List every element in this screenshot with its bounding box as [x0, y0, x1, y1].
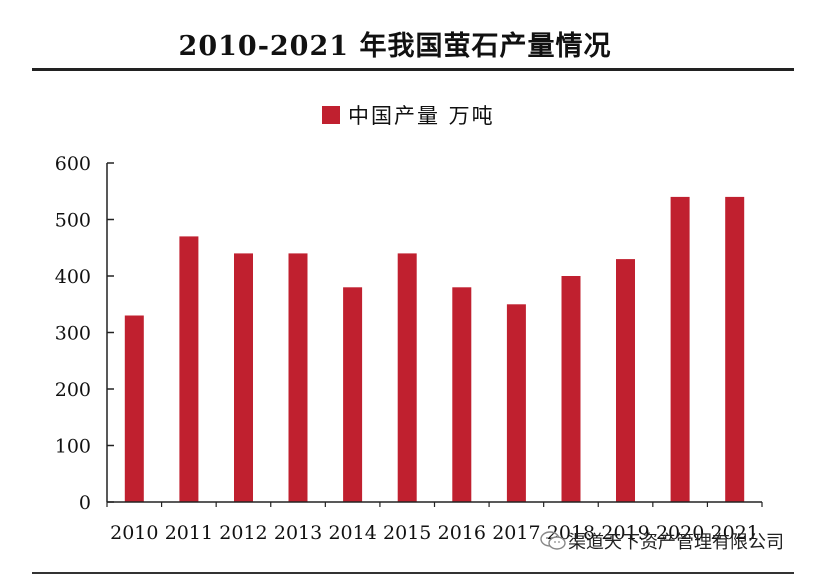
x-tick-label-2011: 2011 [165, 522, 213, 544]
x-tick-label-2015: 2015 [383, 522, 431, 544]
x-tick-label-2017: 2017 [492, 522, 540, 544]
bar-2018 [561, 276, 581, 502]
bars-group [124, 196, 745, 503]
bar-2010 [124, 315, 144, 502]
x-tick-label-2012: 2012 [219, 522, 267, 544]
legend-label: 中国产量 万吨 [348, 104, 495, 128]
bar-2014 [343, 287, 363, 502]
bar-2020 [670, 196, 690, 502]
legend-swatch [322, 106, 340, 124]
x-tick-label-2016: 2016 [438, 522, 486, 544]
watermark-text: 渠道天下资产管理有限公司 [568, 532, 784, 553]
x-tick-labels: 2010 2011 2012 2013 2014 2015 2016 2017 2018 2019… [110, 522, 759, 544]
wechat-icon [540, 531, 566, 550]
x-tick-label-2021: 2021 [711, 522, 759, 544]
y-tick-label-0: 0 [79, 492, 91, 514]
x-tick-label-2013: 2013 [274, 522, 322, 544]
bar-2013 [288, 253, 308, 502]
x-tick-label-2010: 2010 [110, 522, 158, 544]
bar-2012 [234, 253, 253, 502]
axes-group [106, 162, 763, 507]
x-tick-label-2020: 2020 [656, 522, 704, 544]
y-tick-label-100: 100 [55, 436, 91, 458]
bar-2019 [616, 259, 635, 502]
y-tick-labels: 0 100 200 300 400 500 600 [55, 153, 91, 514]
bar-2017 [506, 304, 526, 503]
x-tick-label-2019: 2019 [601, 522, 649, 544]
title-divider [32, 68, 794, 71]
bar-2015 [397, 253, 417, 502]
y-tick-label-400: 400 [55, 266, 91, 288]
y-tick-label-200: 200 [55, 379, 91, 401]
watermark: 渠道天下资产管理有限公司 [540, 528, 784, 554]
legend: 中国产量 万吨 [322, 100, 495, 130]
y-tick-label-300: 300 [55, 323, 91, 345]
x-tick-label-2014: 2014 [328, 522, 376, 544]
bar-2011 [179, 236, 199, 502]
y-tick-label-500: 500 [55, 210, 91, 232]
bar-2021 [725, 196, 745, 502]
y-tick-label-600: 600 [55, 153, 91, 175]
bar-2016 [452, 287, 472, 502]
bottom-divider [32, 572, 794, 574]
chart-title: 2010-2021 年我国萤石产量情况 [178, 31, 612, 62]
